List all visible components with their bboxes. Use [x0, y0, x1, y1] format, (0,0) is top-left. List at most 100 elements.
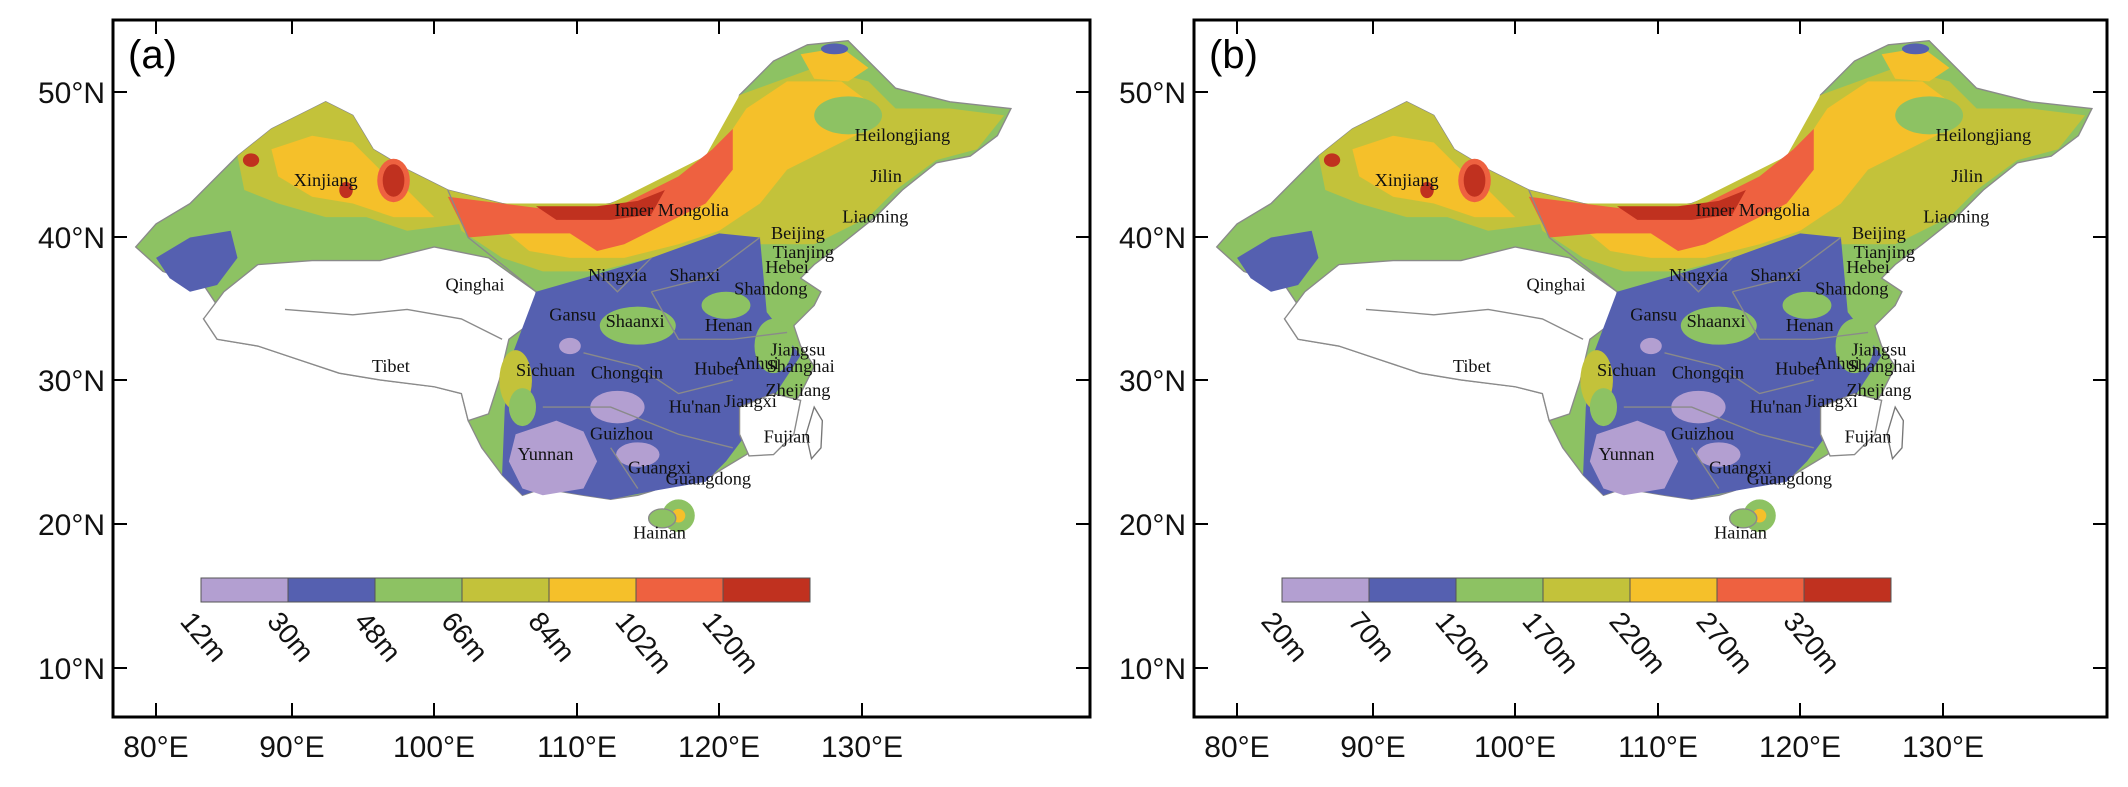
- colorbar-tick-label: 12m: [174, 606, 233, 668]
- province-label: Shanghai: [1848, 356, 1916, 376]
- x-tick-label: 80°E: [1204, 731, 1269, 764]
- map-frame: [111, 18, 1092, 719]
- province-label: Tibet: [1453, 356, 1491, 376]
- x-tick-label: 120°E: [1759, 731, 1841, 764]
- panel-b: 50°N 40°N 30°N 20°N 10°N 80°E 90°E 100°E 110°E 12…: [1119, 18, 2109, 764]
- province-label: Qinghai: [445, 274, 504, 294]
- province-label: Henan: [705, 315, 753, 335]
- province-label: Jiangxi: [1805, 391, 1858, 411]
- colorbar-swatch-red: [1803, 577, 1892, 603]
- colorbar-swatch-lilac: [1281, 577, 1370, 603]
- province-label: Gansu: [1630, 304, 1677, 324]
- province-label: Jiangxi: [724, 391, 777, 411]
- province-label: Hubei: [1775, 359, 1820, 379]
- colorbar-tick-label: 66m: [435, 606, 494, 668]
- province-label: Qinghai: [1526, 274, 1585, 294]
- province-label: Jiangsu: [770, 340, 825, 360]
- y-tick-label: 20°N: [1119, 509, 1186, 542]
- province-label: Anhui: [1814, 353, 1860, 373]
- colorbar-swatch-blue: [1368, 577, 1457, 603]
- province-label: Yunnan: [1599, 444, 1655, 464]
- province-label: Heilongjiang: [855, 125, 951, 145]
- panel-label: (a): [128, 33, 177, 77]
- colorbar-tick-label: 48m: [348, 606, 407, 668]
- province-label: Gansu: [549, 304, 596, 324]
- province-label: Inner Mongolia: [1696, 200, 1810, 220]
- province-label: Beijing: [1852, 223, 1906, 243]
- colorbar-swatch-green: [374, 577, 463, 603]
- province-label: Liaoning: [842, 207, 908, 227]
- province-label: Guizhou: [590, 424, 653, 444]
- x-tick-label: 80°E: [123, 731, 188, 764]
- province-label: Zhejiang: [1846, 380, 1911, 400]
- colorbar-tick-label: 102m: [609, 606, 678, 680]
- y-tick-label: 50°N: [1119, 77, 1186, 110]
- province-label: Tianjing: [773, 242, 834, 262]
- province-label: Inner Mongolia: [615, 200, 729, 220]
- province-label: Shaanxi: [606, 311, 665, 331]
- y-tick-label: 20°N: [38, 509, 105, 542]
- province-label: Tibet: [372, 356, 410, 376]
- province-label: Jilin: [870, 166, 902, 186]
- province-label: Guizhou: [1671, 424, 1734, 444]
- colorbar-tick-label: 30m: [261, 606, 320, 668]
- colorbar-tick-label: 320m: [1777, 606, 1846, 680]
- x-tick-label: 120°E: [678, 731, 760, 764]
- colorbar-swatch-green: [1455, 577, 1544, 603]
- province-label: Shandong: [1815, 278, 1888, 298]
- province-label: Liaoning: [1923, 207, 1989, 227]
- province-label: Hu'nan: [1750, 397, 1802, 417]
- province-label: Guangdong: [666, 468, 751, 488]
- colorbar-swatch-blue: [287, 577, 376, 603]
- province-label: Guangxi: [628, 458, 691, 478]
- province-label: Heilongjiang: [1936, 125, 2032, 145]
- x-tick-label: 100°E: [393, 731, 475, 764]
- province-label: Sichuan: [1597, 360, 1656, 380]
- colorbar-swatch-orange: [635, 577, 724, 603]
- province-label: Guangxi: [1709, 458, 1772, 478]
- province-label: Fujian: [764, 426, 811, 446]
- province-label: Shanxi: [669, 265, 720, 285]
- y-tick-label: 40°N: [1119, 222, 1186, 255]
- colorbar-tick-label: 220m: [1603, 606, 1672, 680]
- x-tick-label: 110°E: [537, 731, 617, 764]
- province-label: Shaanxi: [1687, 311, 1746, 331]
- province-label: Jiangsu: [1851, 340, 1906, 360]
- province-label: Xinjiang: [294, 170, 358, 190]
- colorbar-tick-label: 120m: [696, 606, 765, 680]
- province-label: Hainan: [633, 523, 686, 543]
- province-label: Jilin: [1951, 166, 1983, 186]
- y-tick-label: 50°N: [38, 77, 105, 110]
- province-label: Chongqin: [591, 363, 663, 383]
- province-label: Hebei: [765, 257, 809, 277]
- y-tick-label: 10°N: [1119, 653, 1186, 686]
- y-tick-label: 30°N: [1119, 365, 1186, 398]
- province-label: Guangdong: [1747, 468, 1832, 488]
- colorbar-swatch-lilac: [200, 577, 289, 603]
- colorbar-swatch-orange: [1716, 577, 1805, 603]
- colorbar-swatch-yellow: [548, 577, 637, 603]
- y-tick-label: 10°N: [38, 653, 105, 686]
- province-label: Hubei: [694, 359, 739, 379]
- colorbar-swatch-olive: [1542, 577, 1631, 603]
- x-tick-label: 90°E: [259, 731, 324, 764]
- colorbar-swatch-olive: [461, 577, 550, 603]
- x-tick-label: 130°E: [821, 731, 903, 764]
- province-label: Hainan: [1714, 523, 1767, 543]
- province-label: Xinjiang: [1375, 170, 1439, 190]
- province-label: Anhui: [733, 353, 779, 373]
- province-label: Shandong: [734, 278, 807, 298]
- colorbar-tick-label: 270m: [1690, 606, 1759, 680]
- province-label: Ningxia: [588, 265, 647, 285]
- province-label: Tianjing: [1854, 242, 1915, 262]
- x-tick-label: 100°E: [1474, 731, 1556, 764]
- x-tick-label: 130°E: [1902, 731, 1984, 764]
- colorbar-tick-label: 20m: [1255, 606, 1314, 668]
- province-label: Ningxia: [1669, 265, 1728, 285]
- province-label: Chongqin: [1672, 363, 1744, 383]
- colorbar-tick-label: 84m: [522, 606, 581, 668]
- colorbar-swatch-yellow: [1629, 577, 1718, 603]
- colorbar-tick-label: 170m: [1516, 606, 1585, 680]
- province-label: Zhejiang: [765, 380, 830, 400]
